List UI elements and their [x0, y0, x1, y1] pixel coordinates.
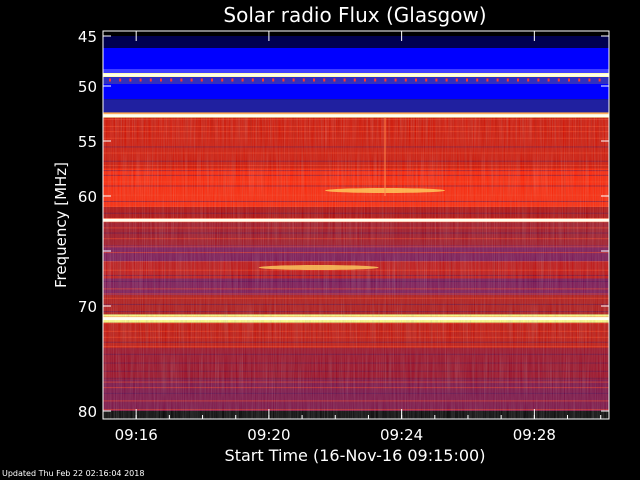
marker-dot — [160, 78, 162, 82]
x-tick-label: 09:20 — [247, 426, 290, 444]
marker-dot — [394, 78, 397, 82]
y-axis-label: Frequency [MHz] — [52, 162, 70, 288]
x-axis-label: Start Time (16-Nov-16 09:15:00) — [225, 446, 486, 465]
y-tick-label: 70 — [78, 298, 97, 316]
marker-dot — [313, 78, 315, 82]
marker-dot — [241, 78, 244, 82]
marker-dot — [149, 78, 152, 82]
marker-dot — [496, 78, 499, 82]
x-tick-label: 09:16 — [115, 426, 158, 444]
marker-dot — [231, 78, 234, 82]
marker-dot — [445, 78, 448, 82]
marker-dot — [415, 78, 417, 82]
marker-dot — [455, 78, 458, 82]
marker-dot — [588, 78, 591, 82]
marker-dot — [282, 78, 285, 82]
marker-dot — [506, 78, 509, 82]
marker-dot — [272, 78, 275, 82]
marker-dot — [109, 78, 111, 82]
marker-dot — [353, 78, 356, 82]
marker-dot — [364, 78, 366, 82]
marker-dot — [547, 78, 550, 82]
spectral-band — [103, 48, 609, 69]
x-tick-label: 09:28 — [513, 426, 556, 444]
marker-dot — [537, 78, 540, 82]
marker-dot — [343, 78, 346, 82]
marker-dot — [170, 78, 173, 82]
marker-dot — [517, 78, 519, 82]
marker-dot — [302, 78, 305, 82]
marker-dot — [262, 78, 264, 82]
marker-dot — [557, 78, 560, 82]
marker-dot — [384, 78, 387, 82]
marker-dot — [527, 78, 530, 82]
marker-dot — [578, 78, 581, 82]
plot-frame — [102, 30, 610, 420]
marker-dot — [598, 78, 601, 82]
chart-title: Solar radio Flux (Glasgow) — [223, 3, 486, 27]
spectral-band — [103, 84, 609, 100]
marker-dot — [292, 78, 295, 82]
marker-dot — [190, 78, 193, 82]
updated-timestamp: Updated Thu Feb 22 02:16:04 2018 — [2, 469, 145, 478]
interference-band — [103, 114, 609, 118]
interference-band — [103, 218, 609, 222]
marker-dot — [476, 78, 479, 82]
marker-dot — [139, 78, 142, 82]
marker-dot — [251, 78, 254, 82]
marker-dot — [180, 78, 183, 82]
interference-band — [103, 317, 609, 321]
y-tick-label: 80 — [78, 403, 97, 421]
marker-dot — [568, 78, 570, 82]
marker-dot — [200, 78, 203, 82]
marker-dot — [221, 78, 224, 82]
emission-event — [258, 265, 379, 270]
spectral-band — [103, 36, 609, 48]
spectrogram-image — [103, 36, 609, 419]
burst-spike — [384, 117, 387, 196]
marker-dot — [466, 78, 468, 82]
marker-dot — [435, 78, 438, 82]
marker-dot — [211, 78, 213, 82]
spectral-band — [103, 77, 609, 84]
marker-dot — [129, 78, 132, 82]
marker-dot — [333, 78, 336, 82]
y-tick-label: 60 — [78, 188, 97, 206]
marker-dot — [486, 78, 489, 82]
x-tick-label: 09:24 — [380, 426, 423, 444]
marker-dot — [404, 78, 407, 82]
marker-dot — [323, 78, 326, 82]
y-tick-label: 55 — [78, 133, 97, 151]
marker-dot — [425, 78, 428, 82]
marker-dot — [374, 78, 377, 82]
marker-dot — [119, 78, 122, 82]
spectral-band — [103, 69, 609, 73]
axes: 45 50 55 60 70 80 09:16 09:20 09:24 09:28 — [78, 28, 610, 444]
y-tick-label: 45 — [78, 28, 97, 46]
spectral-band — [103, 99, 609, 113]
interference-band — [103, 73, 609, 77]
y-tick-label: 50 — [78, 78, 97, 96]
